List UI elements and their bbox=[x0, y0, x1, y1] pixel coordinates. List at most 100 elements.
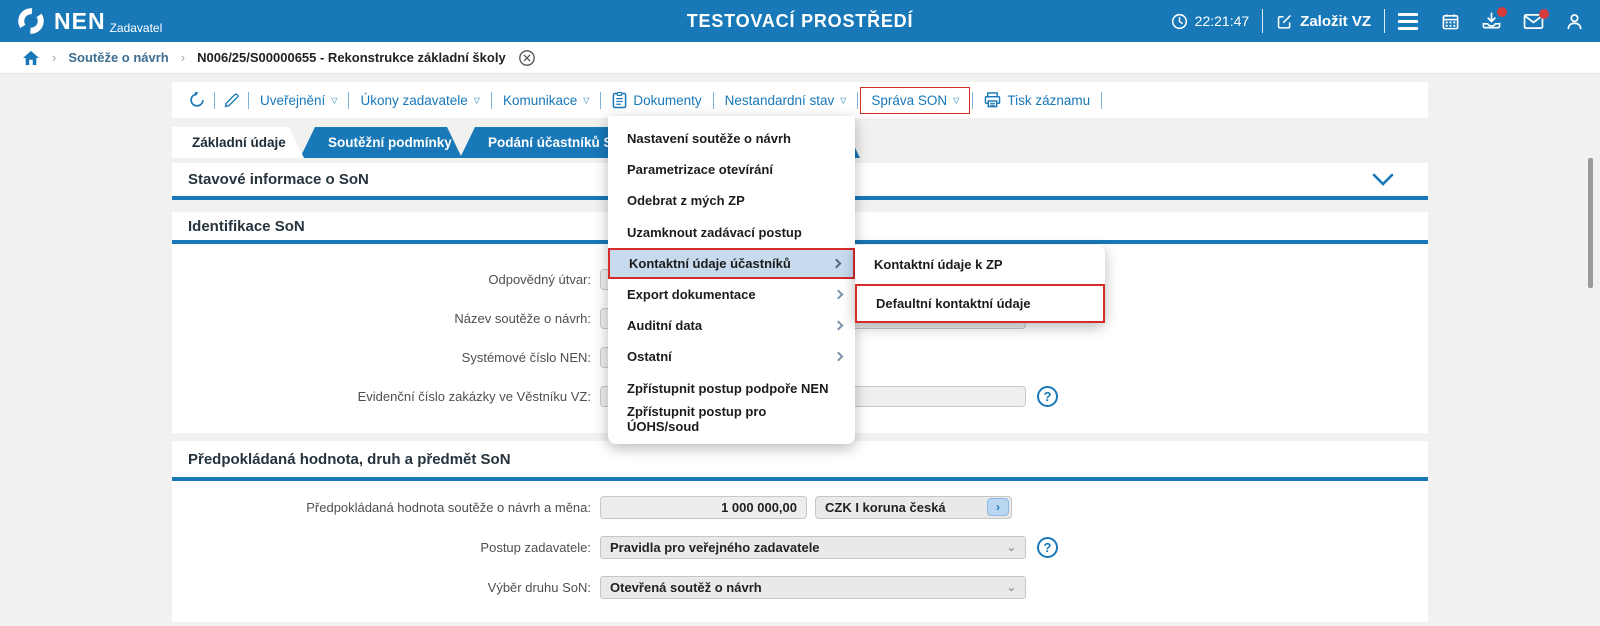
toolbar-divider bbox=[490, 91, 492, 109]
menu-item-label: Export dokumentace bbox=[627, 287, 756, 303]
field-predpokladana-hodnota: Předpokládaná hodnota soutěže o návrh a … bbox=[172, 487, 1428, 527]
field-label: Postup zadavatele: bbox=[480, 539, 591, 555]
mena-value: CZK I koruna česká bbox=[825, 499, 946, 515]
printer-icon bbox=[984, 92, 1001, 108]
vyber-druhu-son-value: Otevřená soutěž o návrh bbox=[610, 579, 762, 595]
vertical-scrollbar-thumb[interactable] bbox=[1588, 158, 1593, 288]
menu-item-label: Parametrizace otevírání bbox=[627, 162, 773, 178]
dropdown-arrow-icon: ▽ bbox=[953, 95, 960, 105]
clock-time: 22:21:47 bbox=[1194, 13, 1250, 29]
breadcrumb: › Soutěže o návrh › N006/25/S00000655 - … bbox=[0, 42, 1600, 74]
record-toolbar: Uveřejnění ▽ Úkony zadavatele ▽ Komunika… bbox=[172, 82, 1428, 118]
toolbar-item-label: Správa SON bbox=[871, 92, 948, 108]
toolbar-divider bbox=[248, 91, 249, 109]
mail-icon[interactable] bbox=[1523, 8, 1549, 30]
section-predpokladana-hodnota: Předpokládaná hodnota, druh a předmět So… bbox=[172, 441, 1428, 622]
help-icon[interactable]: ? bbox=[1037, 386, 1058, 407]
sprava-son-dropdown-menu: Nastavení soutěže o návrh Parametrizace … bbox=[608, 116, 855, 444]
tab-zakladni-udaje[interactable]: Základní údaje bbox=[172, 127, 304, 158]
downloads-tray-icon[interactable] bbox=[1481, 7, 1507, 31]
dropdown-arrow-icon: ▽ bbox=[583, 95, 590, 105]
postup-zadavatele-value: Pravidla pro veřejného zadavatele bbox=[610, 539, 820, 555]
breadcrumb-level1[interactable]: Soutěže o návrh bbox=[68, 50, 169, 65]
toolbar-item-label: Nestandardní stav bbox=[724, 92, 835, 108]
submenu-item-label: Defaultní kontaktní údaje bbox=[876, 296, 1031, 311]
toolbar-item-ukony-zadavatele[interactable]: Úkony zadavatele ▽ bbox=[349, 93, 490, 108]
menu-item-auditni-data[interactable]: Auditní data bbox=[608, 310, 855, 341]
breadcrumb-chevron-icon: › bbox=[52, 50, 57, 65]
postup-zadavatele-select[interactable]: Pravidla pro veřejného zadavatele ⌄ bbox=[600, 535, 1026, 559]
menu-item-kontaktni-udaje-ucastniku[interactable]: Kontaktní údaje účastníků bbox=[608, 247, 855, 279]
toolbar-divider bbox=[857, 91, 859, 109]
toolbar-divider bbox=[214, 91, 215, 109]
hodnota-value-input[interactable]: 1 000 000,00 bbox=[600, 495, 807, 519]
calendar-icon[interactable] bbox=[1441, 12, 1460, 31]
dropdown-arrow-icon: ▽ bbox=[473, 95, 480, 105]
toolbar-item-nestandardni-stav[interactable]: Nestandardní stav ▽ bbox=[714, 93, 858, 108]
mena-field[interactable]: CZK I koruna česká › bbox=[815, 495, 1012, 519]
field-label: Předpokládaná hodnota soutěže o návrh a … bbox=[306, 499, 591, 515]
header-divider bbox=[1262, 9, 1264, 33]
breadcrumb-level2: N006/25/S00000655 - Rekonstrukce základn… bbox=[197, 50, 506, 65]
dropdown-arrow-icon: ▽ bbox=[840, 95, 847, 105]
toolbar-item-uverejneni[interactable]: Uveřejnění ▽ bbox=[249, 93, 348, 108]
refresh-button[interactable] bbox=[180, 91, 214, 109]
user-profile-icon[interactable] bbox=[1565, 12, 1584, 31]
submenu-arrow-icon bbox=[833, 289, 844, 300]
toolbar-item-sprava-son[interactable]: Správa SON ▽ bbox=[860, 86, 971, 114]
menu-item-zpristupnit-podpore-nen[interactable]: Zpřístupnit postup podpoře NEN bbox=[608, 373, 855, 404]
submenu-item-label: Kontaktní údaje k ZP bbox=[874, 257, 1003, 272]
submenu-item-defaultni-kontaktni-udaje[interactable]: Defaultní kontaktní údaje bbox=[855, 284, 1105, 323]
menu-item-ostatni[interactable]: Ostatní bbox=[608, 341, 855, 372]
downloads-badge bbox=[1497, 7, 1507, 17]
menu-item-zpristupnit-uohs-soud[interactable]: Zpřístupnit postup pro ÚOHS/soud bbox=[608, 404, 855, 435]
edit-record-button[interactable] bbox=[215, 92, 248, 109]
menu-item-uzamknout-zadavaci-postup[interactable]: Uzamknout zadávací postup bbox=[608, 217, 855, 248]
session-clock: 22:21:47 bbox=[1171, 13, 1250, 30]
submenu-item-kontaktni-udaje-k-zp[interactable]: Kontaktní údaje k ZP bbox=[855, 245, 1105, 284]
field-postup-zadavatele: Postup zadavatele: Pravidla pro veřejnéh… bbox=[172, 527, 1428, 567]
toolbar-divider bbox=[1101, 91, 1103, 109]
field-label: Evidenční číslo zakázky ve Věstníku VZ: bbox=[357, 389, 591, 404]
top-header-bar: NEN Zadavatel TESTOVACÍ PROSTŘEDÍ 22:21:… bbox=[0, 0, 1600, 42]
submenu-arrow-icon bbox=[833, 320, 844, 331]
collapse-chevron-icon[interactable] bbox=[1372, 173, 1394, 186]
mena-picker-button[interactable]: › bbox=[987, 498, 1009, 516]
document-icon bbox=[612, 91, 627, 109]
header-actions: 22:21:47 Založit VZ bbox=[1171, 7, 1584, 33]
toolbar-item-label: Tisk záznamu bbox=[1007, 92, 1091, 108]
brand-title: NEN bbox=[54, 8, 106, 34]
toolbar-item-label: Komunikace bbox=[502, 92, 578, 108]
toolbar-item-dokumenty[interactable]: Dokumenty bbox=[601, 91, 712, 109]
menu-item-label: Uzamknout zadávací postup bbox=[627, 224, 802, 240]
nen-logo-icon bbox=[16, 6, 46, 36]
menu-item-parametrizace-otevirani[interactable]: Parametrizace otevírání bbox=[608, 154, 855, 185]
menu-item-nastaveni-souteze[interactable]: Nastavení soutěže o návrh bbox=[608, 123, 855, 154]
kontaktni-udaje-submenu: Kontaktní údaje k ZP Defaultní kontaktní… bbox=[855, 245, 1105, 323]
tab-soutezni-podminky[interactable]: Soutěžní podmínky bbox=[300, 127, 462, 158]
toolbar-item-tisk-zaznamu[interactable]: Tisk záznamu bbox=[973, 92, 1101, 108]
toolbar-divider bbox=[972, 91, 974, 109]
help-icon[interactable]: ? bbox=[1037, 536, 1058, 558]
chevron-down-icon: ⌄ bbox=[1006, 541, 1016, 554]
menu-item-odebrat-z-mych-zp[interactable]: Odebrat z mých ZP bbox=[608, 185, 855, 216]
toolbar-divider bbox=[348, 91, 350, 109]
toolbar-item-komunikace[interactable]: Komunikace ▽ bbox=[492, 93, 600, 108]
create-vz-button[interactable]: Založit VZ bbox=[1276, 13, 1371, 30]
menu-item-export-dokumentace[interactable]: Export dokumentace bbox=[608, 279, 855, 310]
toolbar-item-label: Uveřejnění bbox=[260, 92, 326, 108]
menu-item-label: Kontaktní údaje účastníků bbox=[629, 255, 791, 271]
brand-subtitle: Zadavatel bbox=[109, 21, 163, 35]
toolbar-divider bbox=[600, 91, 602, 109]
nen-brand[interactable]: NEN Zadavatel bbox=[16, 6, 162, 36]
section-title: Předpokládaná hodnota, druh a předmět So… bbox=[188, 450, 511, 468]
menu-item-label: Zpřístupnit postup pro ÚOHS/soud bbox=[627, 404, 767, 435]
vyber-druhu-son-select[interactable]: Otevřená soutěž o návrh ⌄ bbox=[600, 575, 1026, 599]
clock-icon bbox=[1171, 13, 1188, 30]
environment-title: TESTOVACÍ PROSTŘEDÍ bbox=[686, 10, 914, 31]
hamburger-menu-icon[interactable] bbox=[1398, 12, 1418, 30]
section-title: Stavové informace o SoN bbox=[188, 171, 369, 188]
home-icon[interactable] bbox=[22, 50, 40, 66]
close-record-icon[interactable] bbox=[518, 49, 536, 67]
